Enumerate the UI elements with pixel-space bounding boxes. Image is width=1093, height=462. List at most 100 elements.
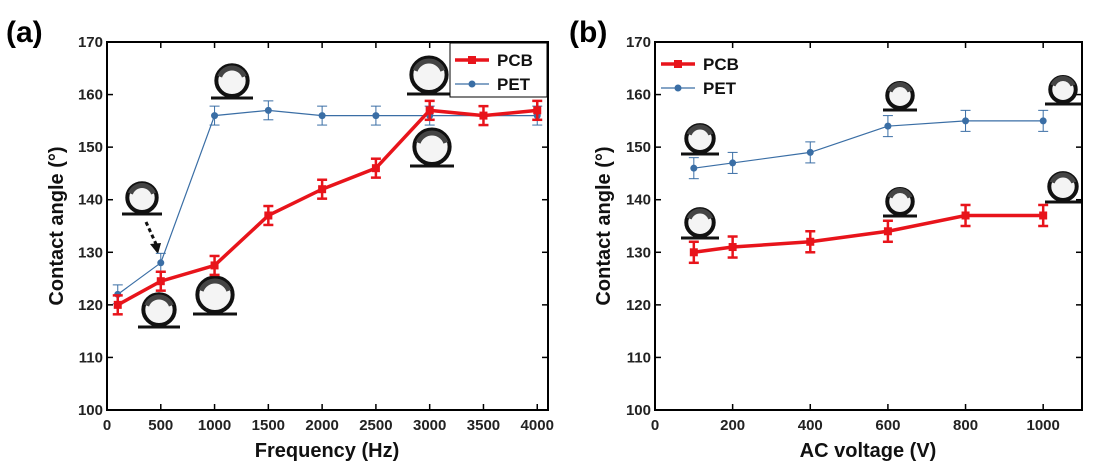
panel-a-legend-label: PCB — [497, 51, 533, 70]
panel-a-legend-label: PET — [497, 75, 531, 94]
panel-b-pcb-point — [806, 237, 815, 246]
panel-a-droplet-inset — [122, 181, 162, 216]
panel-a-x-tick-label: 1000 — [198, 417, 231, 434]
panel-b-y-tick-label: 160 — [626, 87, 651, 104]
panel-a-pet-point — [157, 259, 165, 267]
panel-a-x-tick-label: 3500 — [467, 417, 500, 434]
panel-a-pet-point — [264, 106, 272, 114]
panel-b-legend-label: PET — [703, 79, 737, 98]
droplet-shading — [415, 130, 449, 144]
panel-b-pet-point — [729, 159, 737, 167]
panel-a-pcb-point — [264, 211, 273, 220]
panel-a-legend-entry-pcb: PCB — [455, 51, 533, 70]
panel-a-pcb-point — [113, 300, 122, 309]
panel-a-droplet-inset — [138, 292, 180, 329]
panel-a-x-axis-title: Frequency (Hz) — [255, 440, 399, 462]
panel-b-y-tick-label: 100 — [626, 402, 651, 419]
panel-b-droplet-inset — [883, 81, 917, 112]
panel-b-pcb-line — [693, 213, 1044, 255]
panel-a-pet-point — [318, 112, 326, 120]
panel-a-y-tick-label: 160 — [78, 87, 103, 104]
panel-a-label: (a) — [6, 16, 43, 49]
panel-b-y-tick-label: 150 — [626, 139, 651, 156]
panel-b-y-tick-label: 170 — [626, 34, 651, 51]
panel-b-label: (b) — [569, 16, 607, 49]
panel-b-series — [688, 109, 1049, 265]
droplet-shading — [1050, 76, 1076, 87]
panel-a-pcb-point — [479, 111, 488, 120]
panel-b-plot-frame — [654, 41, 1083, 411]
panel-a-droplet-insets — [122, 55, 454, 329]
panel-b-series-pet — [688, 109, 1049, 180]
panel-b-pcb-point — [961, 211, 970, 220]
panel-a-droplet-inset — [407, 55, 451, 96]
panel-a-series-pet — [112, 100, 543, 305]
panel-b-x-tick-label: 600 — [875, 417, 900, 434]
panel-b-droplet-inset — [681, 123, 719, 156]
panel-b-x-ticks: 0 200 400 600 800 1000 — [651, 42, 1060, 434]
panel-a-pcb-point — [533, 106, 542, 115]
panel-b-series-pcb — [688, 203, 1049, 265]
panel-b-pcb-point — [728, 243, 737, 252]
panel-a-legend-entry-pet: PET — [455, 75, 531, 94]
panel-b-y-tick-label: 140 — [626, 192, 651, 209]
panel-b-legend-marker — [674, 84, 682, 92]
panel-a-legend-marker — [468, 56, 476, 64]
panel-b-pet-point — [962, 117, 970, 125]
panel-a-x-tick-label: 0 — [103, 417, 111, 434]
panel-b-x-tick-label: 800 — [953, 417, 978, 434]
panel-a-dashed-arrow — [144, 221, 161, 254]
panel-a-pcb-point — [318, 185, 327, 194]
panel-b-droplet-inset — [1045, 171, 1081, 204]
panel-b: (b) 100 110 120 130 140 150 160 170 0 200 400 600 8… — [569, 16, 1083, 462]
panel-b-legend-entry-pet: PET — [661, 79, 737, 98]
panel-b-legend-entry-pcb: PCB — [661, 55, 739, 74]
panel-a-y-tick-label: 150 — [78, 139, 103, 156]
panel-b-y-axis-title: Contact angle (°) — [593, 146, 615, 305]
panel-b-pet-point — [1039, 117, 1047, 125]
panel-b-pcb-point — [689, 248, 698, 257]
panel-a-x-tick-label: 2500 — [359, 417, 392, 434]
panel-b-droplet-insets — [681, 75, 1081, 240]
panel-a-pet-point — [211, 112, 219, 120]
panel-b-droplet-inset — [883, 187, 917, 218]
panel-b-droplet-inset — [1045, 75, 1081, 106]
droplet-shading — [144, 294, 174, 307]
panel-a-x-tick-label: 2000 — [305, 417, 338, 434]
panel-a-x-tick-label: 500 — [148, 417, 173, 434]
panel-b-droplet-inset — [681, 207, 719, 240]
panel-a: (a) 100 110 120 130 140 150 160 170 0 500 1000 150… — [6, 16, 554, 462]
panel-a-x-tick-label: 3000 — [413, 417, 446, 434]
panel-a-pcb-point — [371, 164, 380, 173]
droplet-shading — [686, 208, 714, 220]
panel-a-legend-box — [449, 42, 548, 98]
panel-a-series-pcb — [112, 99, 543, 316]
droplet-shading — [412, 58, 446, 72]
panel-a-x-tick-label: 4000 — [521, 417, 554, 434]
panel-a-droplet-inset — [410, 127, 454, 168]
droplet-shading — [887, 82, 913, 93]
panel-b-x-tick-label: 200 — [720, 417, 745, 434]
droplet-shading — [686, 124, 714, 136]
panel-b-y-tick-label: 120 — [626, 297, 651, 314]
panel-b-pcb-point — [883, 227, 892, 236]
panel-a-legend-marker — [468, 80, 476, 88]
panel-a-pcb-point — [156, 277, 165, 286]
panel-b-y-ticks: 100 110 120 130 140 150 160 170 — [626, 34, 1082, 419]
panel-b-x-tick-label: 0 — [651, 417, 659, 434]
droplet-shading — [887, 188, 913, 199]
panel-a-pet-line — [117, 109, 538, 295]
panel-a-y-tick-label: 120 — [78, 297, 103, 314]
panel-a-droplet-inset — [211, 63, 253, 100]
panel-a-x-ticks: 0 500 1000 1500 2000 2500 3000 3500 4000 — [103, 42, 554, 434]
panel-b-pcb-point — [1039, 211, 1048, 220]
panel-a-pcb-point — [425, 106, 434, 115]
panel-b-x-axis-title: AC voltage (V) — [800, 440, 937, 462]
panel-a-y-axis-title: Contact angle (°) — [46, 146, 68, 305]
droplet-shading — [217, 65, 247, 78]
droplet-shading — [128, 183, 156, 195]
droplet-shading — [198, 278, 232, 292]
panel-a-y-ticks: 100 110 120 130 140 150 160 170 — [78, 34, 548, 419]
panel-a-droplet-inset — [193, 275, 237, 316]
